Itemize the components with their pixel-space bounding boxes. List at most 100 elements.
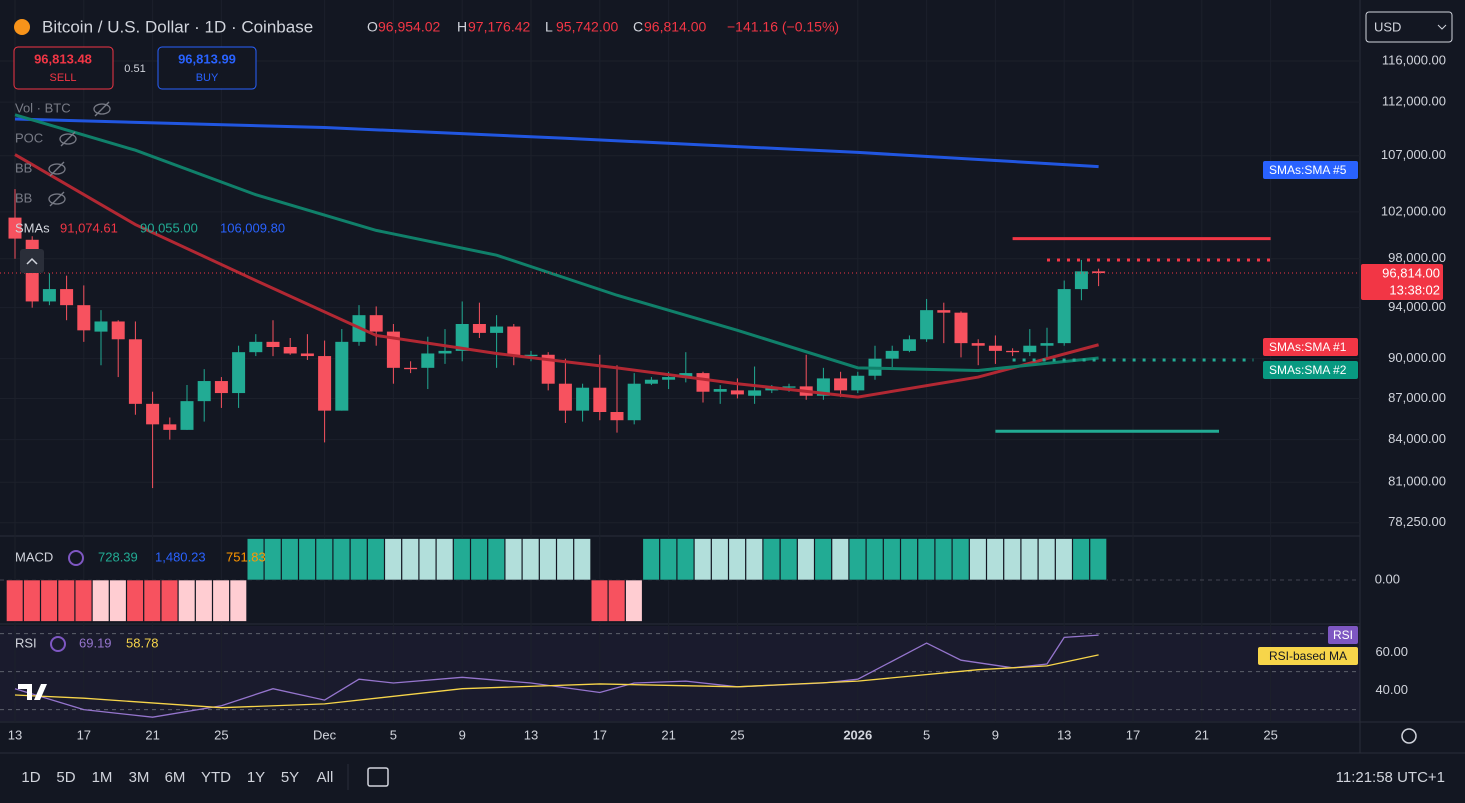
macd-bar [539,538,557,581]
currency[interactable]: USD [1374,19,1401,34]
calendar-icon[interactable] [367,767,389,787]
macd-legend: MACD [15,549,53,564]
range-button[interactable]: 3M [129,769,150,786]
y-tick-label: 90,000.00 [1388,350,1446,365]
y-tick-label: 107,000.00 [1381,147,1446,162]
candle-body [1092,271,1106,274]
macd-bar [917,538,935,581]
candle-body [885,350,899,359]
ohlc-value: 96,814.00 [644,19,706,35]
macd-bar [57,579,75,622]
macd-bar [573,538,591,581]
macd-bar [986,538,1004,581]
range-button[interactable]: 1Y [247,769,265,786]
macd-bar [762,538,781,581]
candle-body [524,354,538,357]
sell-label[interactable]: SELL [50,72,77,84]
macd-bar [1089,538,1107,581]
candle-body [111,321,125,340]
macd-bar [40,579,58,622]
hidden-icon[interactable] [49,191,65,207]
candle-body [60,289,74,306]
macd-bar [504,538,523,581]
rsi-label: RSI [1333,628,1353,642]
macd-bar [608,579,626,622]
candle-body [644,379,658,384]
buy-label[interactable]: BUY [196,72,219,84]
range-button[interactable]: All [317,769,334,786]
x-tick-label: 13 [524,727,538,742]
range-button[interactable]: YTD [201,769,231,786]
macd-bar [109,579,127,622]
macd-bar [711,538,729,581]
sma-label: SMAs:SMA #1 [1269,340,1347,354]
source-icon [68,550,84,566]
macd-bar [246,538,265,581]
hidden-icon[interactable] [93,103,111,115]
sma-label: SMAs:SMA #2 [1269,363,1347,377]
range-button[interactable]: 5D [56,769,75,786]
candle-body [335,341,349,411]
clock: 11:21:58 UTC+1 [1336,769,1445,786]
spread: 0.51 [124,63,145,75]
hidden-icon[interactable] [59,133,77,145]
y-tick-label: 102,000.00 [1381,203,1446,218]
macd-bar [332,538,351,581]
macd-bar [590,579,609,622]
sma-label-box [1263,338,1358,356]
hidden-icon[interactable] [48,193,66,205]
x-tick-label: 17 [593,727,607,742]
candle-body [197,381,211,402]
candle-body [558,383,572,411]
candle-body [937,310,951,313]
macd-bar [1020,538,1039,581]
x-tick-label: 13 [8,727,22,742]
hidden-icon[interactable] [48,163,66,175]
buy-price[interactable]: 96,813.99 [178,51,236,66]
macd-bar [6,579,24,622]
x-tick-label: 25 [214,727,228,742]
candle-body [386,331,400,368]
candle-body [369,315,383,332]
settings-icon[interactable] [1401,728,1417,744]
bb-legend: BB [15,160,32,175]
macd-bar [92,579,110,622]
y-tick-label: 60.00 [1375,644,1408,659]
sell-button[interactable] [13,46,114,90]
macd-bar [229,579,247,622]
sma-label-box [1263,161,1358,179]
sell-price[interactable]: 96,813.48 [34,51,92,66]
buy-button[interactable] [157,46,257,90]
rsi-label-box [1328,626,1358,644]
x-tick-label: 2026 [843,727,872,742]
rsi-legend: RSI [15,635,37,650]
hidden-icon[interactable] [60,131,76,147]
candle-body [266,341,280,348]
chevron-up [26,257,38,265]
sma-value: 90,055.00 [140,220,198,235]
macd-bar [212,579,230,622]
candle-body [748,390,762,396]
range-button[interactable]: 5Y [281,769,299,786]
currency-select[interactable] [1365,11,1453,43]
ohlc-value: 95,742.00 [556,19,618,35]
collapse-button[interactable] [20,249,44,273]
range-button[interactable]: 1D [21,769,40,786]
range-button[interactable]: 1M [92,769,113,786]
range-button[interactable]: 6M [165,769,186,786]
macd-bar [676,538,695,581]
candle-body [834,378,848,391]
candle-body [318,356,332,411]
candle-body [438,350,452,354]
candle-body [662,377,676,380]
candle-body [128,339,142,404]
sma-value: 91,074.61 [60,220,118,235]
x-tick-label: 21 [661,727,675,742]
candle-body [1023,345,1037,353]
vol-legend: Vol · BTC [15,100,71,115]
hidden-icon[interactable] [94,101,110,117]
macd-bar [642,538,660,581]
hidden-icon[interactable] [49,161,65,177]
macd-bar [384,538,402,581]
